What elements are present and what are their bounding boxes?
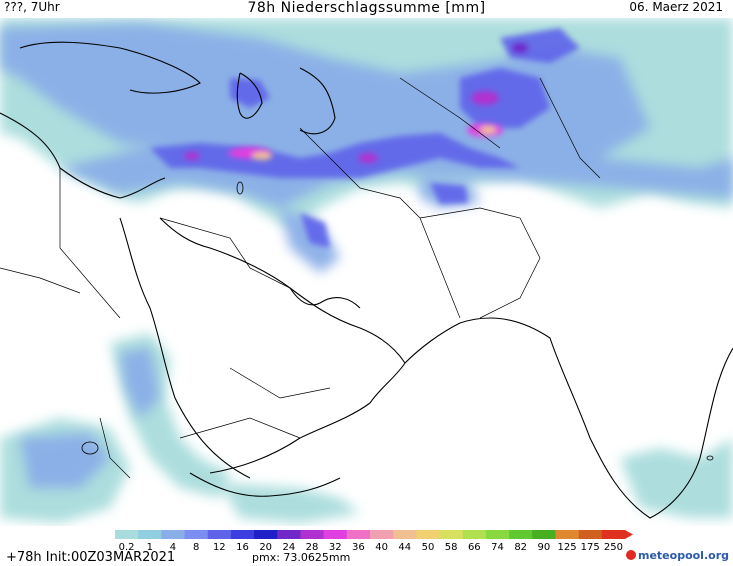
lakes	[81, 181, 714, 461]
precip-peak-cells	[184, 43, 528, 163]
legend-label: 82	[514, 542, 527, 553]
legend-swatch	[462, 530, 487, 539]
legend-swatch	[115, 530, 139, 539]
precipitation-legend: 0.2 1 4 8 12 16 20 24 28 32 36 40 44 50 58 66 74 82 90 125 1…	[115, 530, 633, 553]
legend-label: 125	[557, 542, 576, 553]
legend-label: 24	[282, 542, 295, 553]
logo-text: meteopool.org	[638, 549, 729, 562]
legend-label: 8	[193, 542, 199, 553]
legend-label: 66	[468, 542, 481, 553]
legend-label: 90	[537, 542, 550, 553]
legend-swatch	[509, 530, 533, 539]
legend-label: 250	[604, 542, 623, 553]
legend-swatch	[230, 530, 255, 539]
logo-dot-icon	[626, 550, 636, 560]
legend-label: 40	[375, 542, 388, 553]
map-title: 78h Niederschlagssumme [mm]	[247, 0, 486, 16]
legend-swatch	[300, 530, 325, 539]
legend-swatch	[601, 530, 626, 539]
legend-swatch	[346, 530, 371, 539]
precipitation-map	[0, 18, 733, 526]
legend-label: 20	[259, 542, 272, 553]
legend-swatch	[370, 530, 394, 539]
legend-swatch	[277, 530, 301, 539]
legend-swatch	[254, 530, 278, 539]
legend-swatch	[578, 530, 603, 539]
meteopool-logo[interactable]: meteopool.org	[626, 549, 729, 562]
legend-label: 58	[445, 542, 458, 553]
coastlines	[0, 41, 733, 519]
legend-label: 12	[213, 542, 226, 553]
legend-swatch	[439, 530, 464, 539]
date-label: 06. Maerz 2021	[629, 0, 723, 14]
legend-arrow-icon	[625, 530, 633, 539]
legend-label: 0.2	[119, 542, 135, 553]
legend-swatch	[184, 530, 209, 539]
legend-label: 36	[352, 542, 365, 553]
run-init-label: +78h Init:00Z03MAR2021	[6, 550, 176, 565]
legend-label: 1	[147, 542, 153, 553]
legend-labels: 0.2 1 4 8 12 16 20 24 28 32 36 40 44 50 58 66 74 82 90 125 1…	[119, 542, 623, 553]
legend-swatch	[416, 530, 441, 539]
legend-label: 74	[491, 542, 504, 553]
legend-label: 50	[422, 542, 435, 553]
legend-label: 44	[398, 542, 411, 553]
legend-label: 28	[306, 542, 319, 553]
legend-swatch	[138, 530, 162, 539]
borders	[0, 77, 601, 479]
pmx-label: pmx: 73.0625mm	[252, 551, 351, 564]
precip-heavy-bands	[150, 28, 580, 248]
legend-swatch	[207, 530, 232, 539]
legend-swatch	[485, 530, 510, 539]
legend-swatch	[161, 530, 186, 539]
legend-label: 175	[581, 542, 600, 553]
legend-swatch	[323, 530, 348, 539]
legend-swatch	[555, 530, 580, 539]
legend-swatch	[393, 530, 417, 539]
legend-label: 32	[329, 542, 342, 553]
legend-label: 4	[170, 542, 176, 553]
day-time-label: ???, 7Uhr	[4, 0, 60, 14]
legend-swatch	[532, 530, 556, 539]
legend-swatches	[115, 530, 633, 539]
legend-label: 16	[236, 542, 249, 553]
map-header: ???, 7Uhr 78h Niederschlagssumme [mm] 06…	[0, 0, 733, 18]
